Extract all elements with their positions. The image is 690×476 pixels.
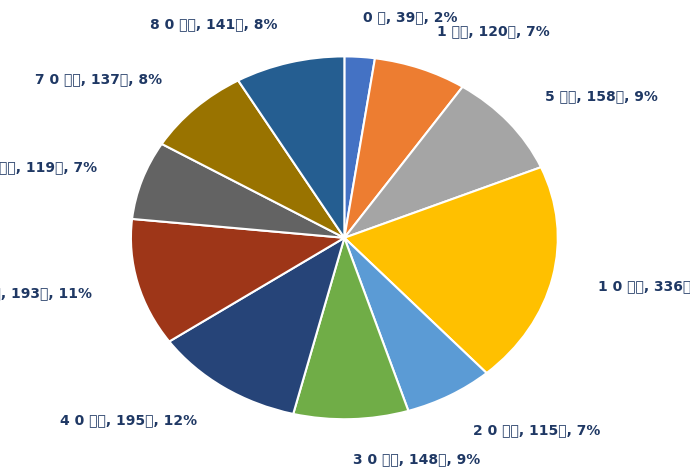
Wedge shape [132, 144, 344, 238]
Wedge shape [293, 238, 408, 419]
Wedge shape [238, 56, 344, 238]
Text: 5 0 歳～, 193人, 11%: 5 0 歳～, 193人, 11% [0, 286, 92, 300]
Text: 1 歳～, 120人, 7%: 1 歳～, 120人, 7% [437, 24, 550, 38]
Wedge shape [344, 56, 375, 238]
Wedge shape [344, 238, 486, 411]
Wedge shape [344, 87, 541, 238]
Text: 0 歳, 39人, 2%: 0 歳, 39人, 2% [363, 10, 457, 24]
Wedge shape [161, 80, 344, 238]
Text: 2 0 歳～, 115人, 7%: 2 0 歳～, 115人, 7% [473, 423, 600, 437]
Text: 5 歳～, 158人, 9%: 5 歳～, 158人, 9% [545, 89, 658, 104]
Wedge shape [344, 167, 558, 373]
Text: 1 0 歳～, 336人, 20%: 1 0 歳～, 336人, 20% [598, 279, 690, 293]
Wedge shape [131, 219, 344, 341]
Text: 6 0 歳～, 119人, 7%: 6 0 歳～, 119人, 7% [0, 160, 97, 174]
Wedge shape [344, 58, 462, 238]
Text: 8 0 歳～, 141人, 8%: 8 0 歳～, 141人, 8% [150, 17, 277, 31]
Text: 4 0 歳～, 195人, 12%: 4 0 歳～, 195人, 12% [60, 413, 197, 427]
Text: 3 0 歳～, 148人, 9%: 3 0 歳～, 148人, 9% [353, 452, 480, 466]
Wedge shape [169, 238, 344, 414]
Text: 7 0 歳～, 137人, 8%: 7 0 歳～, 137人, 8% [35, 72, 162, 87]
